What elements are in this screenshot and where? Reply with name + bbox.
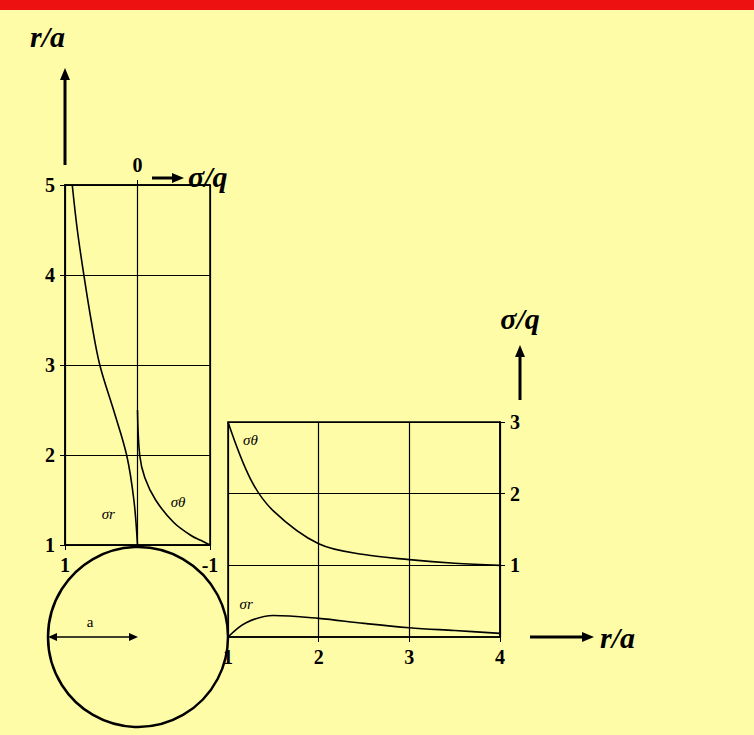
svg-text:r/a: r/a xyxy=(600,621,635,654)
svg-text:2: 2 xyxy=(45,444,55,466)
svg-text:4: 4 xyxy=(495,646,505,668)
svg-text:0: 0 xyxy=(133,154,143,176)
svg-text:σ/q: σ/q xyxy=(188,160,228,193)
svg-text:3: 3 xyxy=(45,354,55,376)
svg-text:1: 1 xyxy=(510,554,520,576)
svg-text:σr: σr xyxy=(240,596,253,612)
svg-text:r/a: r/a xyxy=(30,20,65,53)
svg-text:1: 1 xyxy=(223,646,233,668)
svg-text:-1: -1 xyxy=(202,554,219,576)
svg-text:σθ: σθ xyxy=(243,432,258,448)
svg-text:1: 1 xyxy=(60,554,70,576)
svg-text:σr: σr xyxy=(102,506,115,522)
svg-text:2: 2 xyxy=(510,483,520,505)
svg-text:2: 2 xyxy=(314,646,324,668)
svg-text:3: 3 xyxy=(510,411,520,433)
svg-text:4: 4 xyxy=(45,264,55,286)
svg-text:1: 1 xyxy=(45,534,55,556)
svg-text:5: 5 xyxy=(45,174,55,196)
svg-text:a: a xyxy=(87,614,94,630)
svg-text:3: 3 xyxy=(404,646,414,668)
svg-text:σ/q: σ/q xyxy=(500,302,540,335)
svg-text:σθ: σθ xyxy=(171,494,186,510)
